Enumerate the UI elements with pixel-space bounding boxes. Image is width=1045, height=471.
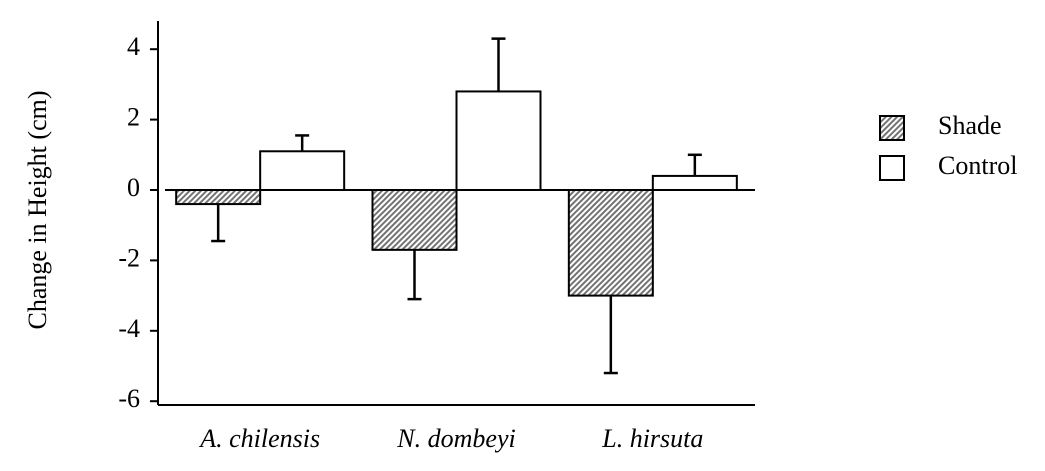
x-tick-label: L. hirsuta: [601, 424, 703, 453]
y-tick-label: 0: [127, 173, 140, 202]
bar: [175, 189, 262, 206]
y-tick-label: 2: [127, 103, 140, 132]
bar: [259, 150, 346, 191]
x-tick-label: N. dombeyi: [396, 424, 515, 453]
bar: [455, 90, 542, 191]
bar: [371, 189, 458, 251]
bar: [567, 189, 654, 297]
legend-label: Shade: [938, 111, 1002, 140]
y-tick-label: -4: [118, 314, 140, 343]
y-tick-label: 4: [127, 32, 140, 61]
x-tick-label: A. chilensis: [198, 424, 320, 453]
y-tick-label: -2: [118, 243, 140, 272]
legend-swatch: [879, 115, 905, 141]
y-tick-label: -6: [118, 384, 140, 413]
bar: [651, 174, 738, 191]
legend-swatch: [879, 155, 905, 181]
legend-label: Control: [938, 151, 1017, 180]
y-axis-label: Change in Height (cm): [23, 91, 52, 330]
